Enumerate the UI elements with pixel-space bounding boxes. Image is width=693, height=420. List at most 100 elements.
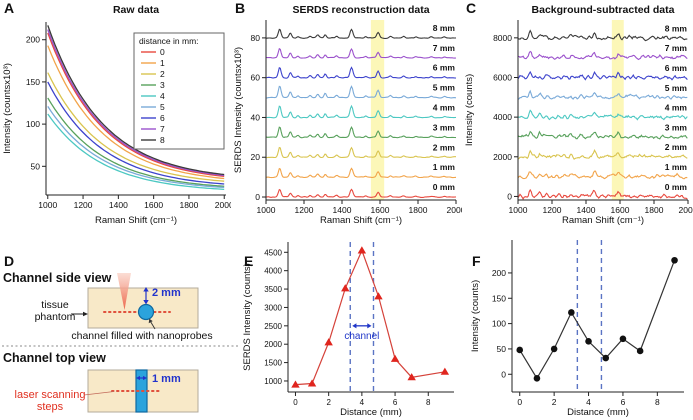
svg-text:0: 0 bbox=[293, 398, 298, 407]
width-label: 1 mm bbox=[152, 373, 181, 385]
panel-a: A 10001200140016001800200050100150200Raw… bbox=[0, 0, 231, 228]
svg-text:2500: 2500 bbox=[264, 322, 282, 331]
triangle-marker-icon bbox=[390, 354, 400, 362]
svg-text:1800: 1800 bbox=[179, 200, 198, 210]
svg-text:4000: 4000 bbox=[264, 267, 282, 276]
channel-diagram: Channel side view 2 mm tissue phantom ch… bbox=[2, 271, 238, 413]
trace-0-mm bbox=[517, 188, 688, 200]
legend-box bbox=[133, 32, 225, 150]
svg-text:0: 0 bbox=[501, 369, 506, 379]
y-axis-label: Intensity (counts) bbox=[470, 280, 481, 352]
trace-label: 6 mm bbox=[433, 63, 456, 73]
svg-text:1000: 1000 bbox=[264, 377, 282, 386]
series-7 bbox=[47, 29, 225, 177]
panel-c-letter: C bbox=[466, 0, 477, 16]
x-axis-label: Distance (mm) bbox=[340, 407, 402, 418]
serds-intensity-profile-chart: channel 0 2 4 6 8 1000 1500 2000 2500 3000 3500 4000… bbox=[242, 242, 454, 418]
svg-text:8000: 8000 bbox=[493, 33, 512, 43]
tissue-arrow-head-icon bbox=[83, 311, 88, 317]
svg-text:2000: 2000 bbox=[447, 205, 462, 215]
svg-text:1400: 1400 bbox=[333, 205, 352, 215]
svg-text:200: 200 bbox=[492, 268, 506, 278]
trace-6-mm bbox=[265, 66, 457, 79]
triangle-marker-icon bbox=[324, 338, 333, 346]
svg-text:4000: 4000 bbox=[493, 112, 512, 122]
panel-a-letter: A bbox=[4, 0, 15, 16]
svg-text:2000: 2000 bbox=[264, 340, 282, 349]
svg-text:1200: 1200 bbox=[74, 200, 93, 210]
circle-marker-icon bbox=[619, 335, 627, 343]
svg-text:8: 8 bbox=[655, 397, 660, 407]
triangle-marker-icon bbox=[307, 379, 317, 387]
triangle-marker-icon bbox=[357, 246, 367, 254]
triangle-marker-icon bbox=[291, 380, 300, 388]
circle-marker-icon bbox=[602, 354, 610, 362]
laser-label-line1: laser scanning bbox=[15, 389, 86, 401]
trace-3-mm bbox=[517, 130, 688, 140]
svg-text:40: 40 bbox=[251, 112, 261, 122]
svg-text:60: 60 bbox=[251, 73, 261, 83]
width-arrow-head-left-icon bbox=[136, 375, 140, 381]
svg-text:4: 4 bbox=[360, 398, 365, 407]
legend-entry-label: 4 bbox=[160, 91, 165, 101]
legend-entry-label: 7 bbox=[160, 124, 165, 134]
svg-text:6: 6 bbox=[393, 398, 398, 407]
svg-text:1800: 1800 bbox=[645, 205, 664, 215]
series-6 bbox=[47, 81, 225, 185]
series-4 bbox=[47, 113, 225, 191]
svg-text:2000: 2000 bbox=[215, 200, 231, 210]
svg-text:6: 6 bbox=[621, 397, 626, 407]
svg-text:1000: 1000 bbox=[38, 200, 57, 210]
svg-text:0: 0 bbox=[507, 191, 512, 201]
trace-5-mm bbox=[265, 85, 457, 99]
background-subtracted-chart: 0 mm 1 mm 2 mm 3 mm 4 mm 5 mm 6 mm 7 mm 8 mm 1000… bbox=[464, 4, 693, 226]
x-axis-label: Raman Shift (cm⁻¹) bbox=[95, 215, 177, 226]
data-line bbox=[519, 260, 676, 380]
trace-label: 0 mm bbox=[665, 182, 688, 192]
svg-text:4500: 4500 bbox=[264, 248, 282, 257]
x-axis-label: Raman Shift (cm⁻¹) bbox=[320, 215, 402, 226]
trace-6-mm bbox=[517, 70, 688, 81]
y-axis-label: SERDS Intensity (counts) bbox=[242, 263, 253, 371]
svg-text:1000: 1000 bbox=[257, 205, 276, 215]
highlight-band bbox=[370, 20, 385, 200]
svg-text:2000: 2000 bbox=[493, 152, 512, 162]
tissue-label-line1: tissue bbox=[41, 299, 69, 311]
svg-text:200: 200 bbox=[26, 35, 40, 45]
trace-2-mm bbox=[265, 146, 456, 159]
trace-label: 2 mm bbox=[433, 142, 456, 152]
trace-label: 3 mm bbox=[433, 122, 456, 132]
svg-text:20: 20 bbox=[251, 152, 261, 162]
legend-entry-label: 3 bbox=[160, 80, 165, 90]
legend-entry-label: 5 bbox=[160, 102, 165, 112]
trace-label: 8 mm bbox=[665, 23, 688, 33]
panel-f-letter: F bbox=[472, 253, 481, 269]
circle-marker-icon bbox=[533, 375, 541, 382]
side-view-heading: Channel side view bbox=[3, 271, 112, 285]
series-1 bbox=[47, 45, 225, 180]
circle-marker-icon bbox=[568, 309, 575, 316]
svg-text:1800: 1800 bbox=[409, 205, 428, 215]
svg-text:100: 100 bbox=[26, 119, 40, 129]
trace-label: 4 mm bbox=[433, 102, 456, 112]
trace-label: 5 mm bbox=[665, 83, 688, 93]
trace-8-mm bbox=[517, 29, 688, 42]
circle-marker-icon bbox=[516, 346, 524, 354]
trace-label: 4 mm bbox=[665, 103, 688, 113]
panel-c: C 0 mm 1 mm 2 mm 3 mm 4 mm 5 mm 6 mm 7 mm 8 mm 10… bbox=[462, 0, 693, 228]
triangle-marker-icon bbox=[407, 373, 416, 381]
panel-e: E channel 0 2 4 6 8 1000 1500 2000 2500 3000 3500 40… bbox=[240, 228, 468, 420]
svg-text:1200: 1200 bbox=[295, 205, 314, 215]
trace-label: 0 mm bbox=[433, 182, 456, 192]
legend-entry-label: 1 bbox=[160, 58, 165, 68]
trace-4-mm bbox=[517, 109, 688, 121]
trace-1-mm bbox=[517, 170, 688, 180]
svg-text:1600: 1600 bbox=[144, 200, 163, 210]
svg-text:2: 2 bbox=[326, 398, 331, 407]
raw-data-chart: 10001200140016001800200050100150200Raw d… bbox=[2, 4, 231, 226]
svg-text:100: 100 bbox=[492, 319, 506, 329]
y-axis-label: Intensity (countsx10³) bbox=[2, 63, 13, 154]
trace-7-mm bbox=[265, 47, 457, 59]
svg-text:1400: 1400 bbox=[109, 200, 128, 210]
svg-text:6000: 6000 bbox=[493, 72, 512, 82]
